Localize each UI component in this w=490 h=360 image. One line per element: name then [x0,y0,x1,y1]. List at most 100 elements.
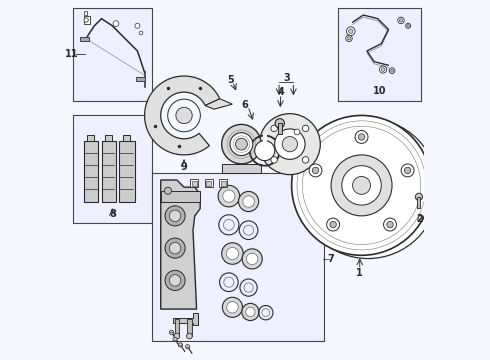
Circle shape [302,157,309,163]
Circle shape [342,166,381,205]
Text: 5: 5 [227,75,234,85]
Circle shape [230,133,253,156]
Bar [84,16,90,24]
Circle shape [164,187,171,194]
Circle shape [168,99,200,132]
Circle shape [173,337,177,342]
Circle shape [312,167,318,174]
Circle shape [174,333,180,339]
Bar [73,116,152,223]
Circle shape [298,119,438,258]
Circle shape [384,218,396,231]
Circle shape [407,24,410,27]
Circle shape [358,134,365,140]
Circle shape [302,125,309,132]
Text: 4: 4 [277,87,284,97]
Circle shape [221,125,261,164]
Bar [221,164,261,173]
Polygon shape [173,313,198,325]
Text: 3: 3 [284,73,291,83]
Bar [84,140,98,202]
Circle shape [271,157,277,163]
Circle shape [274,129,305,159]
Bar [87,135,95,140]
Circle shape [135,23,140,28]
Circle shape [271,125,277,132]
Circle shape [404,167,411,174]
Circle shape [165,270,185,291]
Circle shape [221,243,243,264]
Circle shape [239,192,259,212]
Circle shape [178,343,183,347]
Text: 11: 11 [65,49,79,59]
Circle shape [309,164,322,177]
Circle shape [381,68,385,71]
Circle shape [347,37,351,40]
Circle shape [242,249,262,269]
Circle shape [170,242,181,254]
Circle shape [259,114,320,175]
Circle shape [222,297,243,318]
Bar [161,191,200,202]
Text: 10: 10 [373,86,386,96]
Text: 7: 7 [328,254,335,264]
Circle shape [275,119,285,128]
Bar [417,197,420,208]
Circle shape [389,68,395,73]
Bar [175,319,179,336]
Bar [73,8,152,101]
Circle shape [113,21,119,27]
Bar [80,37,89,41]
Bar [152,173,324,341]
Circle shape [165,206,185,226]
Circle shape [331,155,392,216]
Circle shape [84,18,88,22]
Bar [119,140,135,202]
Bar [136,77,145,81]
Circle shape [398,17,404,24]
Circle shape [330,221,336,228]
Circle shape [236,138,247,150]
Circle shape [387,221,393,228]
Circle shape [165,238,185,258]
Circle shape [255,140,275,161]
Polygon shape [205,99,232,109]
Circle shape [292,116,432,255]
Circle shape [139,31,143,35]
Bar [220,181,225,186]
Circle shape [282,136,297,152]
Text: 9: 9 [181,162,187,172]
Bar [84,12,87,15]
Circle shape [226,247,239,260]
Circle shape [245,307,255,317]
Circle shape [176,107,192,123]
Circle shape [246,253,258,265]
Text: 6: 6 [242,100,248,110]
Circle shape [170,275,181,286]
Circle shape [353,176,370,194]
Bar [187,319,192,336]
Bar [192,181,197,186]
Bar [263,134,267,141]
Bar [123,135,130,140]
Bar [105,135,112,140]
Circle shape [401,164,414,177]
Bar [191,179,198,187]
Circle shape [170,330,173,334]
Circle shape [416,193,422,201]
Text: 2: 2 [416,215,423,224]
Circle shape [346,27,355,36]
Bar [102,140,116,202]
Circle shape [399,19,403,22]
Circle shape [349,29,353,33]
Circle shape [223,190,235,202]
Circle shape [227,302,238,313]
Polygon shape [161,180,200,309]
Bar [219,179,227,187]
Circle shape [294,129,300,135]
Circle shape [187,333,192,339]
Circle shape [170,210,181,222]
Bar [278,123,282,134]
Circle shape [186,345,190,349]
Circle shape [391,69,393,72]
